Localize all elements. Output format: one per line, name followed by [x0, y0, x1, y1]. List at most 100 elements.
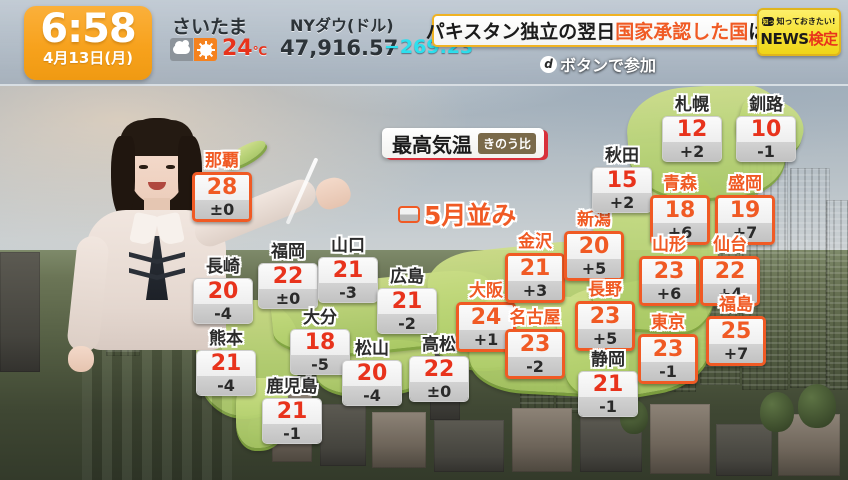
temperature-readout: 21 -1 — [262, 398, 322, 444]
temperature-difference: +4 — [703, 284, 757, 303]
high-temperature: 23 — [642, 259, 696, 284]
temperature-card: 新潟 20 +5 — [564, 211, 624, 281]
temperature-card: 仙台 22 +4 — [700, 236, 760, 306]
temperature-card: 長野 23 +5 — [575, 281, 635, 351]
city-label: 東京 — [651, 313, 685, 333]
news-badge-top: 知っ 知っておきたい! — [762, 16, 836, 27]
temperature-card: 那覇 28 ±0 — [192, 152, 252, 222]
clock-date: 4月13日(月) — [42, 49, 134, 67]
high-temperature: 22 — [410, 357, 468, 382]
map-legend: 5月並み — [398, 196, 516, 232]
temperature-card: 高松 22 ±0 — [409, 336, 469, 402]
quiz-question-bar[interactable]: パキスタン独立の翌日国家承認した国は? — [426, 14, 778, 47]
temperature-difference: -1 — [737, 142, 795, 161]
cloud-icon — [170, 38, 193, 61]
high-temperature: 21 — [508, 256, 562, 281]
news-quiz-badge[interactable]: 知っ 知っておきたい! NEWS検定 — [757, 8, 841, 56]
temperature-readout: 23 +5 — [575, 301, 635, 351]
broadcast-header: 6:58 4月13日(月) さいたま 24℃ NYダウ(ドル) 47,916.5… — [0, 0, 848, 86]
temperature-difference: -4 — [194, 304, 252, 323]
news-badge-tagline: 知っておきたい! — [776, 16, 836, 26]
city-label: 広島 — [390, 267, 424, 287]
high-temperature: 21 — [263, 399, 321, 424]
temperature-card: 静岡 21 -1 — [578, 351, 638, 417]
temperature-card: 福島 25 +7 — [706, 296, 766, 366]
temperature-card: 札幌 12 +2 — [662, 96, 722, 162]
temperature-difference: -2 — [378, 314, 436, 333]
presenter-mouth — [148, 182, 166, 190]
temperature-difference: +7 — [709, 344, 763, 363]
temperature-card: 釧路 10 -1 — [736, 96, 796, 162]
temperature-card: 熊本 21 -4 — [196, 330, 256, 396]
temperature-difference: +6 — [642, 284, 696, 303]
high-temperature: 18 — [653, 198, 707, 223]
high-temperature: 19 — [718, 198, 772, 223]
city-label: 松山 — [355, 339, 389, 359]
high-temperature: 23 — [641, 337, 695, 362]
market-value: 47,916.57 — [280, 36, 399, 60]
local-weather-icons — [170, 38, 217, 61]
temperature-readout: 20 -4 — [342, 360, 402, 406]
clock-time: 6:58 — [40, 6, 136, 52]
d-button-label: ボタンで参加 — [560, 56, 657, 75]
high-temperature: 22 — [703, 259, 757, 284]
city-label: 青森 — [663, 174, 697, 194]
d-button-prompt[interactable]: d ボタンで参加 — [540, 52, 656, 76]
city-label: 那覇 — [205, 151, 239, 171]
temperature-difference: -3 — [319, 283, 377, 302]
city-label: 札幌 — [675, 95, 709, 115]
city-label: 盛岡 — [728, 174, 762, 194]
temperature-readout: 21 -4 — [196, 350, 256, 396]
high-temperature: 25 — [709, 319, 763, 344]
temperature-card: 大分 18 -5 — [290, 309, 350, 375]
high-temperature: 20 — [194, 279, 252, 304]
map-title-banner: 最高気温 きのう比 — [382, 128, 545, 158]
temperature-card: 山口 21 -3 — [318, 237, 378, 303]
temperature-difference: ±0 — [195, 200, 249, 219]
temperature-readout: 18 +6 — [650, 195, 710, 245]
temperature-readout: 20 -4 — [193, 278, 253, 324]
temperature-readout: 19 +7 — [715, 195, 775, 245]
temperature-difference: -1 — [579, 397, 637, 416]
city-label: 高松 — [422, 335, 456, 355]
presenter-eye-right — [166, 165, 175, 169]
city-label: 鹿児島 — [266, 377, 318, 397]
legend-label: 5月並み — [424, 201, 517, 230]
city-label: 長崎 — [206, 257, 240, 277]
temperature-readout: 22 +4 — [700, 256, 760, 306]
temperature-difference: +5 — [567, 259, 621, 278]
presenter-hand-left — [68, 346, 94, 372]
temperature-difference: -1 — [641, 362, 695, 381]
high-temperature: 22 — [259, 264, 317, 289]
temperature-readout: 21 +3 — [505, 253, 565, 303]
temperature-difference: +2 — [593, 193, 651, 212]
temperature-readout: 24 +1 — [456, 302, 516, 352]
high-temperature: 12 — [663, 117, 721, 142]
local-city-name: さいたま — [172, 16, 248, 38]
temperature-difference: -4 — [197, 376, 255, 395]
temperature-difference: +5 — [578, 329, 632, 348]
temperature-card: 秋田 15 +2 — [592, 147, 652, 213]
temperature-card: 盛岡 19 +7 — [715, 175, 775, 245]
temperature-readout: 15 +2 — [592, 167, 652, 213]
temperature-readout: 28 ±0 — [192, 172, 252, 222]
high-temperature: 15 — [593, 168, 651, 193]
city-label: 山口 — [331, 236, 365, 256]
city-label: 山形 — [652, 235, 686, 255]
temperature-card: 松山 20 -4 — [342, 340, 402, 406]
temperature-difference: ±0 — [410, 382, 468, 401]
temperature-readout: 20 +5 — [564, 231, 624, 281]
city-label: 静岡 — [591, 350, 625, 370]
city-label: 秋田 — [605, 146, 639, 166]
high-temperature: 28 — [195, 175, 249, 200]
temperature-readout: 21 -2 — [377, 288, 437, 334]
temperature-card: 山形 23 +6 — [639, 236, 699, 306]
temperature-readout: 21 -1 — [578, 371, 638, 417]
temperature-card: 青森 18 +6 — [650, 175, 710, 245]
temperature-difference: -2 — [508, 357, 562, 376]
high-temperature: 18 — [291, 330, 349, 355]
temperature-difference: ±0 — [259, 289, 317, 308]
temperature-card: 東京 23 -1 — [638, 314, 698, 384]
map-title-text: 最高気温 — [392, 132, 472, 157]
presenter-hair-left — [111, 136, 135, 218]
